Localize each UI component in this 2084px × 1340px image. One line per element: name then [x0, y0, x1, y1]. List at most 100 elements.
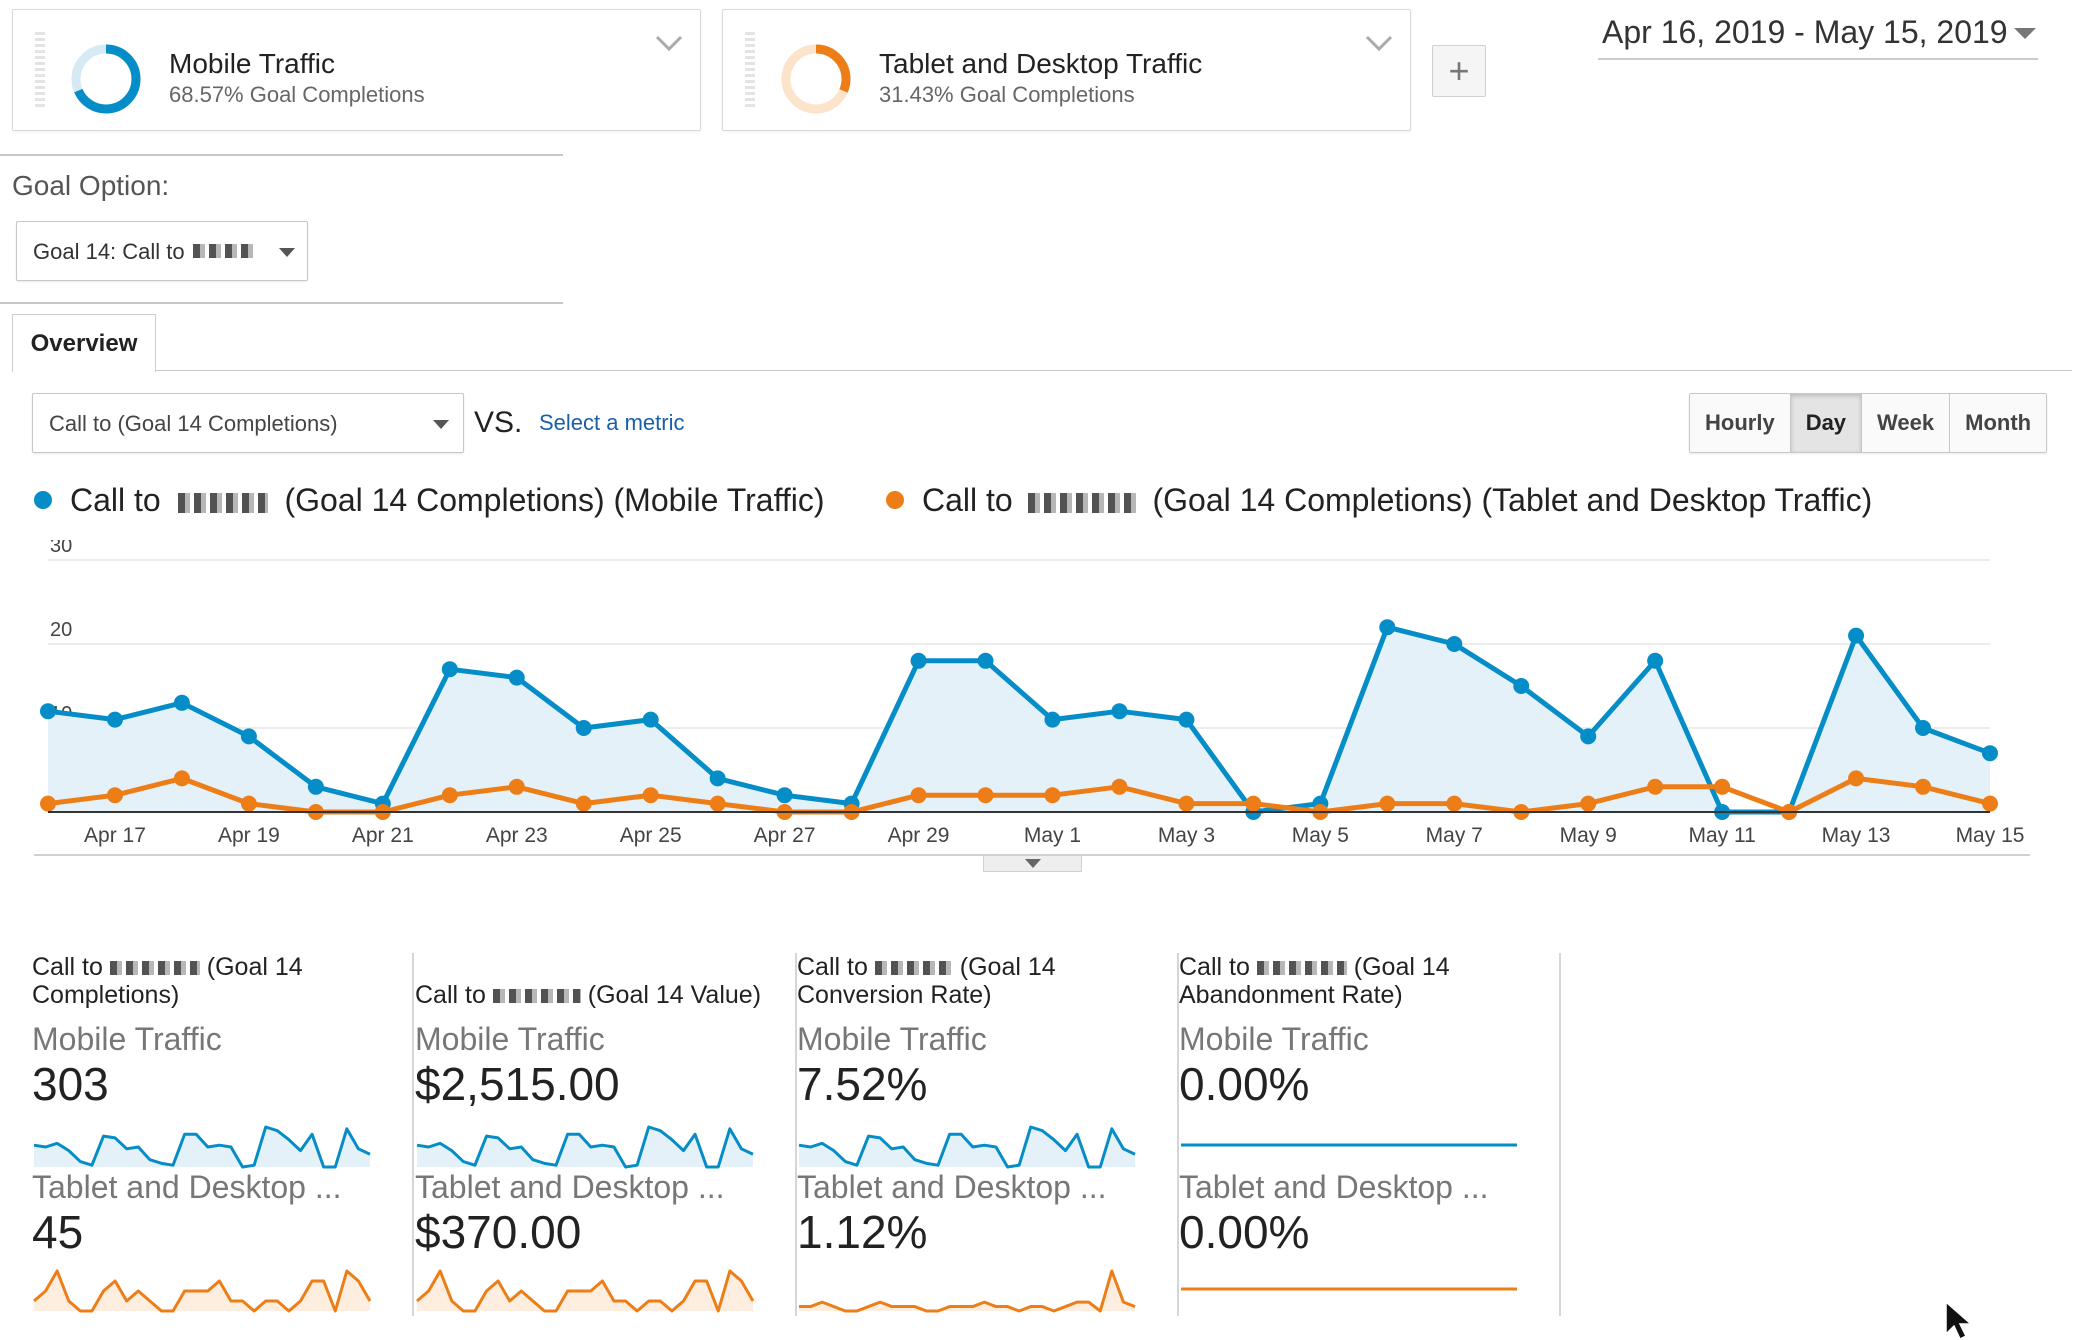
data-point[interactable] [642, 711, 659, 728]
scorecard-other-value: 1.12% [797, 1206, 928, 1258]
data-point[interactable] [1714, 778, 1731, 795]
granularity-week-button[interactable]: Week [1862, 394, 1951, 452]
granularity-day-button[interactable]: Day [1790, 394, 1863, 452]
redacted-text [1256, 961, 1347, 976]
data-point[interactable] [307, 778, 324, 795]
data-point[interactable] [441, 787, 458, 804]
x-tick-label: May 5 [1292, 824, 1349, 847]
segment-card-mobile[interactable]: Mobile Traffic 68.57% Goal Completions [12, 9, 701, 131]
data-point[interactable] [1982, 795, 1998, 812]
goal-option-select[interactable]: Goal 14: Call to [16, 221, 308, 281]
data-point[interactable] [1982, 745, 1998, 762]
chevron-down-icon[interactable] [654, 32, 684, 54]
data-point[interactable] [1580, 795, 1597, 812]
select-metric-link[interactable]: Select a metric [539, 410, 685, 435]
data-point[interactable] [1178, 711, 1195, 728]
legend-item-mobile[interactable]: Call to (Goal 14 Completions) (Mobile Tr… [34, 482, 825, 519]
scorecard-completions[interactable]: Call to (Goal 14 Completions) Mobile Tra… [32, 953, 414, 1316]
data-point[interactable] [441, 661, 458, 678]
data-point[interactable] [1513, 678, 1530, 694]
data-point[interactable] [709, 795, 726, 812]
scorecard-abandonment-rate[interactable]: Call to (Goal 14 Abandonment Rate) Mobil… [1179, 953, 1561, 1316]
scorecard-other-label: Tablet and Desktop ... [797, 1169, 1107, 1205]
data-point[interactable] [1111, 703, 1128, 720]
data-point[interactable] [106, 787, 123, 804]
chevron-down-icon[interactable] [1364, 32, 1394, 54]
x-tick-label: Apr 21 [352, 824, 414, 847]
data-point[interactable] [910, 652, 927, 669]
data-point[interactable] [1044, 711, 1061, 728]
data-point[interactable] [575, 720, 592, 736]
date-caret-icon[interactable] [2014, 28, 2036, 39]
x-tick-label: May 11 [1688, 824, 1755, 847]
data-point[interactable] [1580, 728, 1597, 745]
data-point[interactable] [1111, 778, 1128, 795]
data-point[interactable] [1446, 795, 1463, 812]
data-point[interactable] [508, 778, 525, 795]
data-point[interactable] [173, 770, 190, 787]
tab-overview[interactable]: Overview [12, 314, 156, 372]
series-area [48, 627, 1990, 812]
granularity-toggle: Hourly Day Week Month [1689, 393, 2048, 453]
scorecard-mobile-label: Mobile Traffic [1179, 1021, 1369, 1057]
scorecard-value[interactable]: Call to (Goal 14 Value) Mobile Traffic $… [415, 953, 797, 1316]
data-point[interactable] [1647, 652, 1664, 669]
x-tick-label: May 15 [1956, 824, 2025, 847]
data-point[interactable] [1647, 778, 1664, 795]
data-point[interactable] [40, 703, 56, 720]
dropdown-caret-icon [433, 420, 449, 429]
scorecard-other-label: Tablet and Desktop ... [1179, 1169, 1489, 1205]
data-point[interactable] [1446, 636, 1463, 652]
goal-option-value: Goal 14: Call to [33, 239, 185, 264]
granularity-month-button[interactable]: Month [1950, 394, 2047, 452]
segment-card-tablet-desktop[interactable]: Tablet and Desktop Traffic 31.43% Goal C… [722, 9, 1411, 131]
data-point[interactable] [240, 795, 257, 812]
date-underline [1598, 58, 2038, 60]
collapse-chart-tab[interactable] [983, 856, 1082, 872]
scorecard-other-value: 45 [32, 1206, 84, 1258]
metric-suffix: (Goal 14 Value) [587, 981, 762, 1009]
data-point[interactable] [977, 652, 994, 669]
data-point[interactable] [709, 770, 726, 787]
legend-item-tablet-desktop[interactable]: Call to (Goal 14 Completions) (Tablet an… [886, 482, 1872, 519]
data-point[interactable] [1848, 770, 1865, 787]
data-point[interactable] [910, 787, 927, 804]
data-point[interactable] [1915, 778, 1932, 795]
redacted-text [109, 961, 200, 976]
data-point[interactable] [1848, 627, 1865, 644]
scorecard-metric: Call to (Goal 14 Abandonment Rate) [1179, 953, 1549, 1009]
data-point[interactable] [776, 787, 793, 804]
data-point[interactable] [1044, 787, 1061, 804]
drag-handle-icon[interactable] [35, 32, 45, 110]
data-point[interactable] [575, 795, 592, 812]
data-point[interactable] [642, 787, 659, 804]
sparkline-line [33, 1125, 371, 1169]
data-point[interactable] [508, 669, 525, 686]
x-tick-label: May 7 [1426, 824, 1483, 847]
segment-name: Mobile Traffic [169, 48, 335, 79]
sparkline-mobile [416, 1125, 754, 1169]
sparkline-line [33, 1269, 372, 1313]
data-point[interactable] [40, 795, 56, 812]
sparkline-area [417, 1127, 753, 1167]
data-point[interactable] [1178, 795, 1195, 812]
data-point[interactable] [173, 694, 190, 711]
add-segment-button[interactable]: + [1432, 45, 1486, 97]
data-point[interactable] [977, 787, 994, 804]
data-point[interactable] [1245, 795, 1262, 812]
metric-select[interactable]: Call to (Goal 14 Completions) [32, 393, 464, 453]
sparkline-area [799, 1271, 1135, 1311]
legend-suffix: (Goal 14 Completions) (Tablet and Deskto… [1152, 482, 1873, 518]
drag-handle-icon[interactable] [745, 32, 755, 110]
scorecard-conversion-rate[interactable]: Call to (Goal 14 Conversion Rate) Mobile… [797, 953, 1179, 1316]
data-point[interactable] [1379, 619, 1396, 636]
granularity-hourly-button[interactable]: Hourly [1690, 394, 1791, 452]
sparkline-other [799, 1269, 1136, 1313]
data-point[interactable] [240, 728, 257, 745]
date-range-picker[interactable]: Apr 16, 2019 - May 15, 2019 [1602, 14, 2008, 50]
data-point[interactable] [1915, 720, 1932, 736]
data-point[interactable] [1379, 795, 1396, 812]
metric-suffix: (Goal 14 Conversion Rate) [797, 953, 1056, 1009]
data-point[interactable] [106, 711, 123, 728]
